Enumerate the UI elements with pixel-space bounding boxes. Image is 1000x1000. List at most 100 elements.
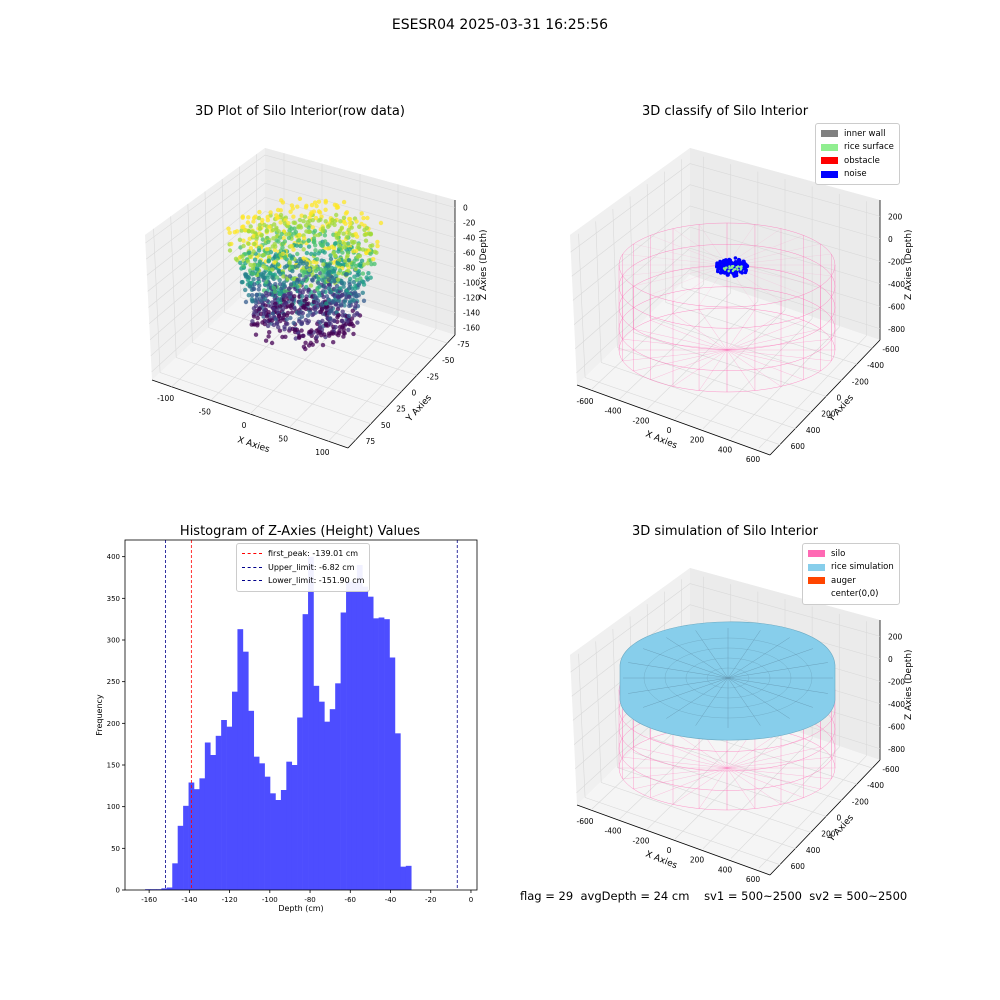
silo-spoke <box>726 309 756 351</box>
rice-surface-point <box>722 267 726 270</box>
x-tick-label: -400 <box>604 827 621 836</box>
histogram-bar <box>340 612 347 890</box>
data-point <box>252 310 257 315</box>
data-point <box>317 284 322 289</box>
panel2-legend: inner wall rice surface obstacle noise <box>815 123 900 185</box>
data-point <box>364 250 369 255</box>
silo-spoke <box>622 264 728 277</box>
data-point <box>232 230 237 235</box>
panel2-classified-points <box>715 256 750 278</box>
data-point <box>335 313 341 318</box>
data-point <box>257 226 263 231</box>
silo-spoke <box>726 767 821 790</box>
histogram-x-ticks: -160 -140 -120 -100 -80 -60 -40 -20 0 <box>141 890 473 904</box>
data-point <box>304 301 309 307</box>
data-point <box>328 253 333 258</box>
z-tick-label: 200 <box>888 212 903 221</box>
histogram-bar <box>221 720 227 890</box>
grid-line <box>617 767 812 833</box>
noise-point <box>744 263 748 267</box>
data-point <box>267 330 272 335</box>
histogram-bar <box>351 581 358 890</box>
data-point <box>247 254 252 259</box>
data-point <box>331 270 337 275</box>
data-point <box>295 204 300 209</box>
legend-entry: noise <box>821 168 894 182</box>
z-tick-label: -200 <box>888 677 905 686</box>
data-point <box>360 247 366 252</box>
data-point <box>251 249 256 254</box>
data-point <box>299 321 305 326</box>
histogram-bar <box>286 761 293 890</box>
data-point <box>256 248 262 253</box>
data-point <box>299 294 305 299</box>
y-tick-label: 25 <box>396 405 406 414</box>
z-tick-label: -40 <box>463 234 475 243</box>
histogram-xlabel: Depth (cm) <box>278 904 323 913</box>
surface-mesh-line <box>727 637 790 679</box>
histogram-bar <box>161 888 168 890</box>
data-point <box>347 220 353 226</box>
data-point <box>308 211 313 217</box>
data-point <box>340 309 345 314</box>
data-point <box>316 209 322 214</box>
data-point <box>233 256 239 261</box>
data-point <box>289 305 294 311</box>
histogram-bar <box>356 565 363 890</box>
data-point <box>339 293 345 298</box>
data-point <box>274 225 279 230</box>
y-tick-label: 200 <box>821 410 836 419</box>
data-point <box>352 290 358 295</box>
silo-spoke <box>622 338 728 351</box>
data-point <box>333 324 338 330</box>
surface-mesh-line <box>727 648 813 679</box>
legend-entry: Lower_limit: -151.90 cm <box>242 574 364 588</box>
silo-spoke <box>726 767 782 805</box>
data-point <box>245 220 251 225</box>
legend-entry: rice simulation <box>808 561 894 575</box>
data-point <box>351 261 356 267</box>
data-point <box>246 241 251 246</box>
silo-spoke <box>672 731 728 769</box>
data-point <box>357 224 362 229</box>
histogram-bar <box>193 789 200 890</box>
x-tick-label: 0 <box>667 426 672 435</box>
x-tick-label: -20 <box>425 896 436 904</box>
data-point <box>353 283 358 288</box>
data-point <box>266 258 271 263</box>
data-point <box>304 250 310 256</box>
data-point <box>294 243 299 248</box>
y-tick-label: 0 <box>116 887 120 895</box>
histogram-bar <box>400 866 407 890</box>
x-tick-label: 400 <box>718 865 733 874</box>
data-point <box>243 274 249 279</box>
noise-point <box>733 260 738 265</box>
data-point <box>323 198 328 204</box>
x-tick-label: -40 <box>385 896 396 904</box>
data-point <box>254 267 260 272</box>
data-point <box>334 205 340 210</box>
data-point <box>292 306 297 311</box>
z-tick-label: -400 <box>888 280 905 289</box>
legend-entry: auger <box>808 574 894 588</box>
grid-line <box>633 752 827 817</box>
data-point <box>291 320 296 326</box>
data-point <box>333 253 338 258</box>
data-point <box>341 199 347 205</box>
data-point <box>329 244 335 249</box>
grid-line <box>601 782 797 850</box>
silo-spoke <box>726 767 804 798</box>
data-point <box>264 247 270 252</box>
data-point <box>290 206 295 211</box>
histogram-bar <box>378 617 385 890</box>
data-point <box>357 280 362 285</box>
data-point <box>262 222 267 228</box>
data-point <box>316 199 322 204</box>
data-point <box>276 262 281 267</box>
figure-title: ESESR04 2025-03-31 16:25:56 <box>391 17 609 33</box>
data-point <box>298 243 303 249</box>
x-tick-label: -600 <box>576 397 593 406</box>
data-point <box>316 290 322 296</box>
data-point <box>278 300 283 305</box>
silo-spoke <box>633 243 728 266</box>
